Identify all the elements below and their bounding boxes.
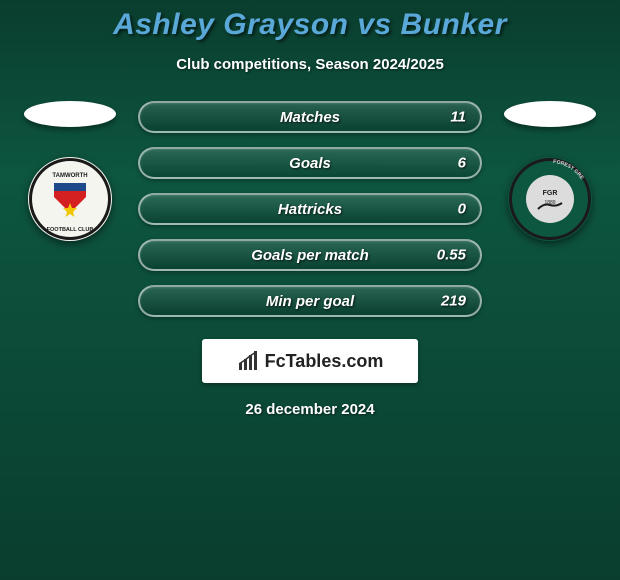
stat-label: Goals per match [251, 247, 369, 264]
footer-date: 26 december 2024 [245, 401, 374, 418]
stat-row: Goals per match 0.55 [138, 239, 482, 271]
stat-value: 0.55 [437, 247, 466, 264]
stat-row: Hattricks 0 [138, 193, 482, 225]
brand-logo[interactable]: FcTables.com [202, 339, 418, 383]
svg-text:TAMWORTH: TAMWORTH [52, 173, 87, 179]
stat-value: 11 [450, 109, 466, 126]
svg-text:FOOTBALL CLUB: FOOTBALL CLUB [47, 227, 94, 233]
stats-list: Matches 11 Goals 6 Hattricks 0 Goals per… [138, 101, 482, 317]
content-area: TAMWORTH FOOTBALL CLUB Matches 11 Goals … [0, 101, 620, 317]
stat-value: 0 [458, 201, 466, 218]
brand-text: FcTables.com [265, 351, 384, 372]
stat-value: 6 [458, 155, 466, 172]
bar-chart-icon [237, 350, 259, 372]
forest-green-crest-icon: FGR 1889 FOREST GREEN ROVERS [508, 157, 592, 241]
stat-value: 219 [441, 293, 466, 310]
page-subtitle: Club competitions, Season 2024/2025 [0, 56, 620, 73]
tamworth-crest-icon: TAMWORTH FOOTBALL CLUB [28, 157, 112, 241]
stat-row: Min per goal 219 [138, 285, 482, 317]
right-player-oval [504, 101, 596, 127]
right-club-column: FGR 1889 FOREST GREEN ROVERS [500, 101, 600, 241]
stat-row: Goals 6 [138, 147, 482, 179]
stat-label: Hattricks [278, 201, 342, 218]
stat-row: Matches 11 [138, 101, 482, 133]
right-club-crest: FGR 1889 FOREST GREEN ROVERS [508, 157, 592, 241]
page-title: Ashley Grayson vs Bunker [0, 8, 620, 42]
stat-label: Min per goal [266, 293, 354, 310]
stat-label: Goals [289, 155, 331, 172]
stat-label: Matches [280, 109, 340, 126]
left-player-oval [24, 101, 116, 127]
svg-text:FGR: FGR [543, 190, 558, 197]
left-club-crest: TAMWORTH FOOTBALL CLUB [28, 157, 112, 241]
footer: FcTables.com 26 december 2024 [0, 339, 620, 418]
header: Ashley Grayson vs Bunker Club competitio… [0, 0, 620, 73]
left-club-column: TAMWORTH FOOTBALL CLUB [20, 101, 120, 241]
